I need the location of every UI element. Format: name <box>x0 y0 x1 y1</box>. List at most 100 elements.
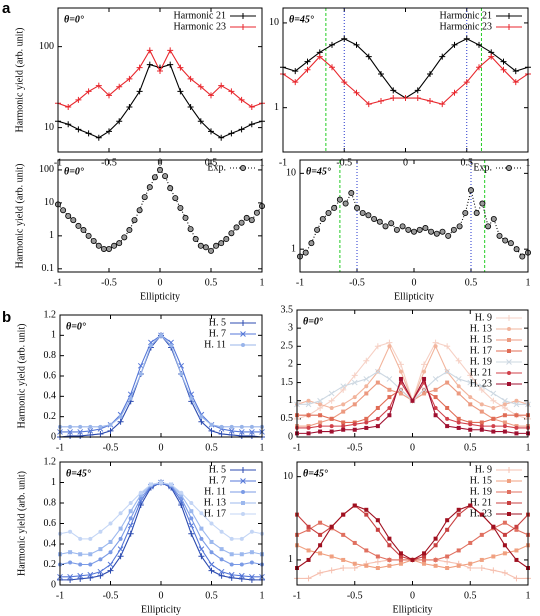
y-axis-label: Harmonic yield (arb. unit) <box>16 324 27 429</box>
marker <box>187 75 194 82</box>
marker <box>238 219 245 226</box>
marker <box>148 343 153 348</box>
marker <box>439 228 446 235</box>
legend-marker <box>240 24 246 30</box>
x-axis-label: Ellipticity <box>394 291 434 302</box>
marker <box>219 547 224 552</box>
marker <box>348 190 355 197</box>
marker <box>375 566 380 571</box>
marker <box>328 397 335 404</box>
x-tick-label: -1 <box>56 590 64 601</box>
marker <box>137 498 144 504</box>
marker <box>502 420 507 425</box>
legend-marker <box>240 13 246 19</box>
y-tick-label: 0.8 <box>44 350 57 361</box>
marker <box>341 557 346 562</box>
marker <box>445 380 450 385</box>
y-tick-label: 100 <box>39 164 54 175</box>
marker <box>502 551 507 556</box>
marker <box>97 572 104 579</box>
y-tick-label: 10 <box>269 17 279 28</box>
marker <box>398 561 403 566</box>
marker <box>352 395 357 400</box>
series-line <box>59 481 263 540</box>
legend-label: H. 15 <box>470 475 492 486</box>
marker <box>77 432 84 439</box>
legend-marker <box>241 343 245 347</box>
marker <box>238 432 245 439</box>
marker <box>137 362 144 369</box>
marker <box>187 103 194 110</box>
marker <box>67 429 73 435</box>
marker <box>229 552 234 557</box>
marker <box>490 390 497 397</box>
marker <box>427 97 433 104</box>
marker <box>117 553 124 560</box>
marker <box>317 569 324 576</box>
marker <box>519 253 526 260</box>
marker <box>75 126 82 133</box>
legend-marker <box>240 478 246 484</box>
marker <box>108 422 113 427</box>
x-axis-label: Ellipticity <box>141 604 181 615</box>
marker <box>292 79 299 86</box>
marker <box>433 387 438 392</box>
marker <box>467 187 474 194</box>
marker <box>75 222 82 229</box>
marker <box>329 424 334 429</box>
legend-label: Harmonic 23 <box>174 21 227 32</box>
marker <box>98 547 103 552</box>
marker <box>463 35 470 42</box>
marker <box>398 557 403 562</box>
x-tick-label: 1 <box>526 442 531 453</box>
marker <box>375 416 380 421</box>
legend-marker <box>507 349 511 353</box>
marker <box>502 413 507 418</box>
marker <box>502 543 507 548</box>
marker <box>306 413 311 418</box>
marker <box>444 343 451 350</box>
marker <box>317 397 323 404</box>
marker <box>365 212 372 219</box>
marker <box>117 418 124 425</box>
marker <box>98 557 103 562</box>
marker <box>238 572 245 579</box>
marker <box>513 401 520 408</box>
marker <box>68 560 73 565</box>
marker <box>318 532 323 537</box>
marker <box>364 512 369 517</box>
marker <box>78 536 83 541</box>
marker <box>398 551 403 556</box>
marker <box>305 401 312 408</box>
marker <box>238 96 245 103</box>
marker <box>374 368 381 375</box>
marker <box>318 402 323 407</box>
x-tick-label: 0 <box>410 442 415 453</box>
legend-marker <box>507 501 511 505</box>
marker <box>67 573 73 580</box>
marker <box>178 362 185 369</box>
marker <box>318 543 323 548</box>
marker <box>387 563 392 568</box>
marker <box>433 344 438 349</box>
legend-marker <box>241 501 245 505</box>
panel-label: b <box>2 309 11 326</box>
marker <box>340 386 347 393</box>
marker <box>353 89 360 96</box>
y-tick-label: 0.6 <box>44 518 57 529</box>
marker <box>199 526 204 531</box>
marker <box>387 543 392 548</box>
marker <box>209 422 214 427</box>
marker <box>439 101 446 108</box>
marker <box>106 128 112 135</box>
legend-label: H. 23 <box>470 378 492 389</box>
marker <box>228 428 235 434</box>
marker <box>468 422 473 427</box>
marker <box>78 424 83 429</box>
marker <box>189 501 194 505</box>
marker <box>364 420 369 425</box>
x-tick-label: 0.5 <box>205 277 218 288</box>
marker <box>433 395 438 400</box>
marker <box>65 103 72 110</box>
marker <box>199 536 204 541</box>
